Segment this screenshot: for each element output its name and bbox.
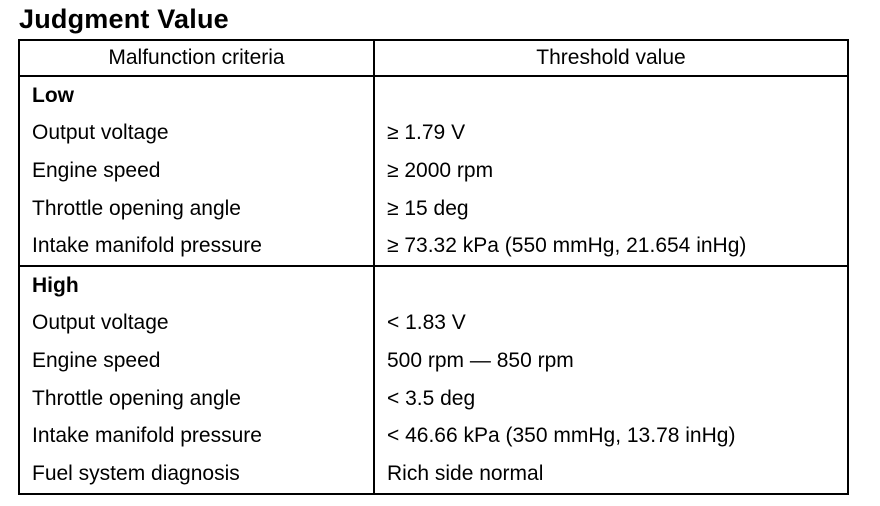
criteria-cell: Output voltage: [18, 114, 375, 153]
threshold-cell: < 1.83 V: [373, 304, 849, 343]
group-low: Low Output voltage ≥ 1.79 V Engine speed…: [18, 75, 849, 266]
group-label-empty-cell: [373, 264, 849, 305]
threshold-cell: < 46.66 kPa (350 mmHg, 13.78 inHg): [373, 417, 849, 455]
group-header-row: Low: [18, 75, 849, 115]
table-row: Engine speed ≥ 2000 rpm: [18, 152, 849, 190]
table-row: Output voltage < 1.83 V: [18, 304, 849, 343]
table-row: Intake manifold pressure < 46.66 kPa (35…: [18, 417, 849, 455]
threshold-cell: ≥ 1.79 V: [373, 114, 849, 153]
criteria-cell: Intake manifold pressure: [18, 227, 375, 266]
threshold-cell: ≥ 2000 rpm: [373, 152, 849, 190]
table-row: Throttle opening angle < 3.5 deg: [18, 379, 849, 418]
group-label-empty-cell: [373, 75, 849, 115]
group-header-row: High: [18, 264, 849, 305]
table-row: Throttle opening angle ≥ 15 deg: [18, 189, 849, 228]
criteria-cell: Engine speed: [18, 152, 375, 190]
header-malfunction-criteria: Malfunction criteria: [18, 39, 375, 77]
table-row: Output voltage ≥ 1.79 V: [18, 114, 849, 153]
threshold-cell: 500 rpm — 850 rpm: [373, 342, 849, 380]
criteria-cell: Output voltage: [18, 304, 375, 343]
table-row: Fuel system diagnosis Rich side normal: [18, 454, 849, 495]
criteria-cell: Engine speed: [18, 342, 375, 380]
criteria-cell: Intake manifold pressure: [18, 417, 375, 455]
header-threshold-value: Threshold value: [373, 39, 849, 77]
criteria-cell: Throttle opening angle: [18, 189, 375, 228]
page-title: Judgment Value: [19, 4, 229, 34]
criteria-cell: Throttle opening angle: [18, 379, 375, 418]
group-high: High Output voltage < 1.83 V Engine spee…: [18, 264, 849, 495]
threshold-cell: ≥ 73.32 kPa (550 mmHg, 21.654 inHg): [373, 227, 849, 266]
criteria-cell: Fuel system diagnosis: [18, 454, 375, 495]
group-label-high: High: [18, 264, 375, 305]
table-row: Intake manifold pressure ≥ 73.32 kPa (55…: [18, 227, 849, 266]
threshold-cell: ≥ 15 deg: [373, 189, 849, 228]
table-row: Engine speed 500 rpm — 850 rpm: [18, 342, 849, 380]
judgment-value-table: Malfunction criteria Threshold value Low…: [18, 39, 849, 495]
threshold-cell: < 3.5 deg: [373, 379, 849, 418]
group-label-low: Low: [18, 75, 375, 115]
table-header-row: Malfunction criteria Threshold value: [18, 39, 849, 77]
threshold-cell: Rich side normal: [373, 454, 849, 495]
